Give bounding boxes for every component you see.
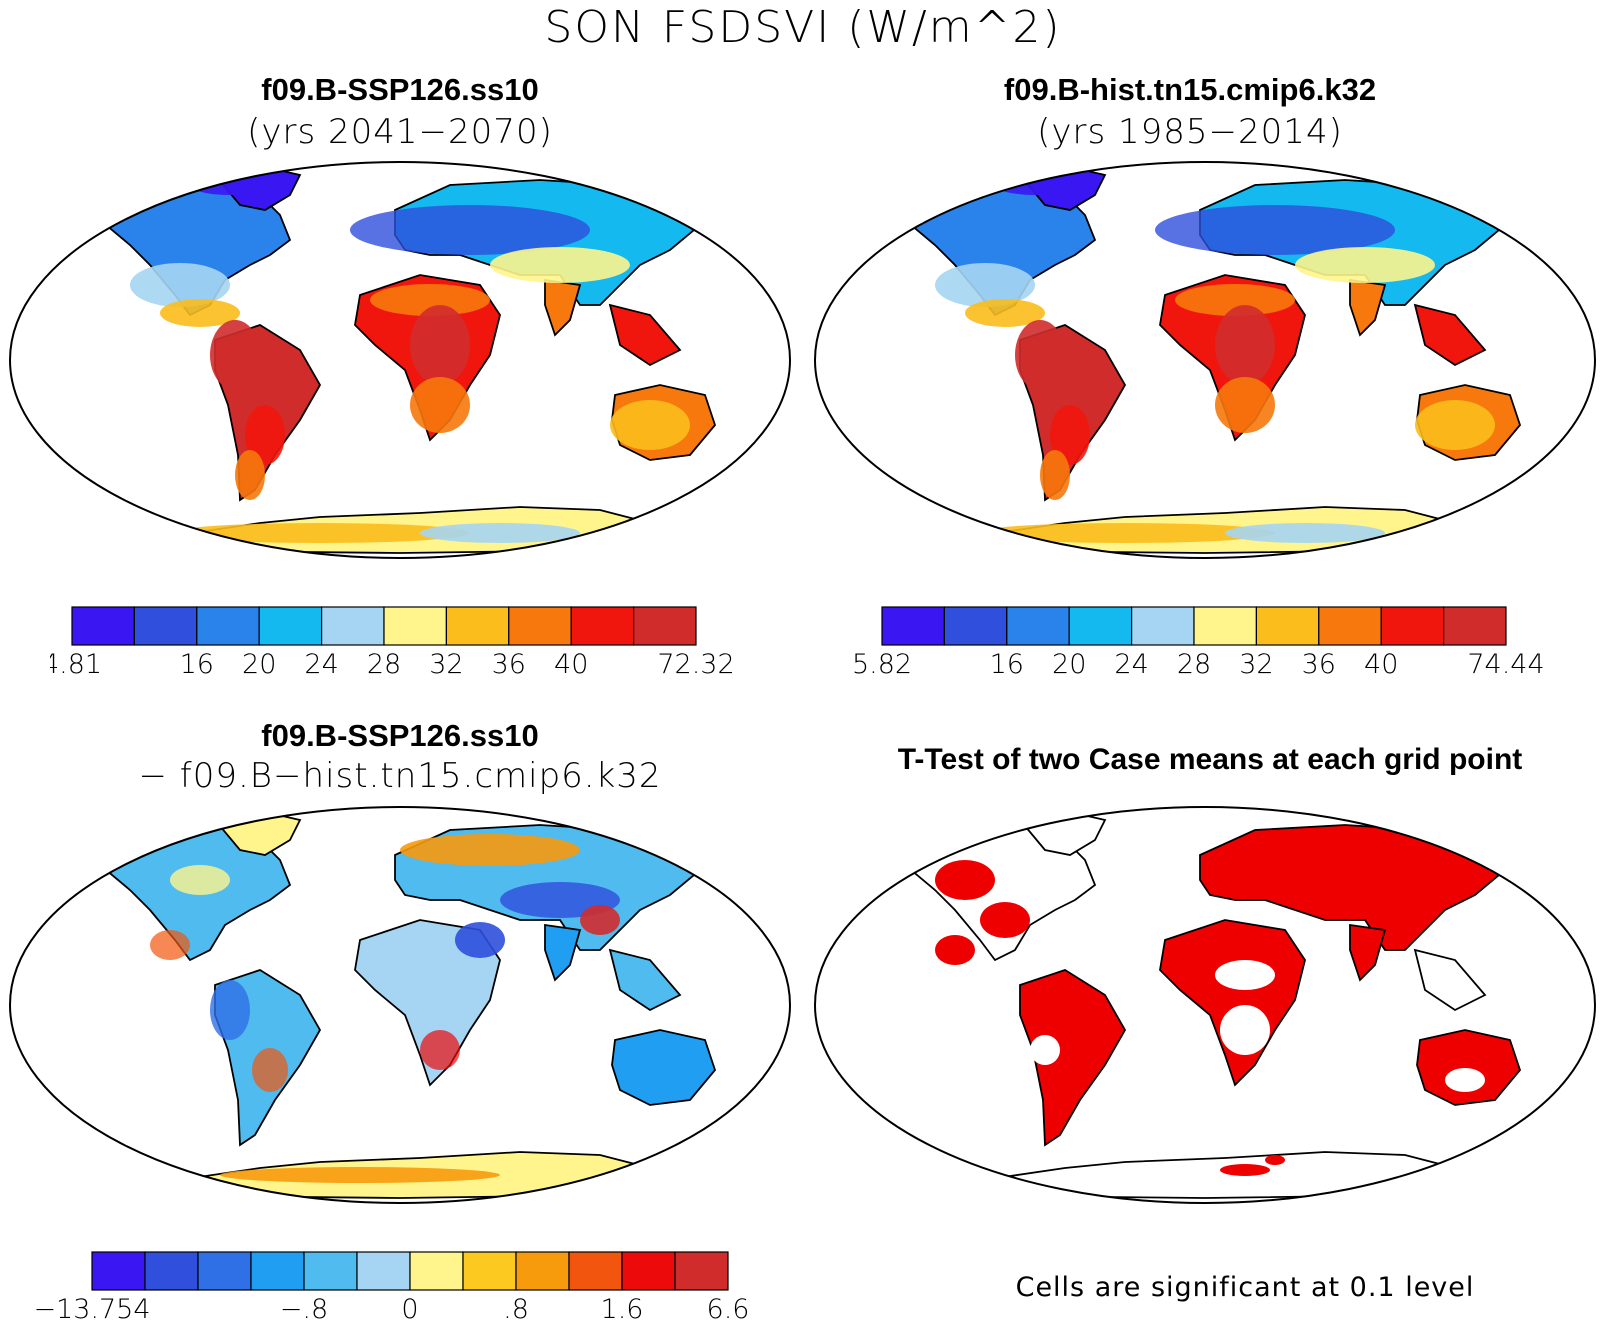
panel1-subtitle: (yrs 2041−2070) bbox=[247, 112, 553, 152]
antarctica-landmass bbox=[966, 1151, 1457, 1199]
colorbar-1: 4.81 16 20 24 28 32 36 40 72.32 bbox=[50, 606, 735, 680]
colorbar-swatch bbox=[144, 1251, 199, 1291]
colorbar-swatch bbox=[250, 1251, 305, 1291]
colorbar-tick-label: 16 bbox=[990, 649, 1024, 680]
southAmerica-landmass bbox=[1019, 969, 1127, 1147]
colorbar-3: −13.754 −.8 0 .8 1.6 6.6 bbox=[33, 1251, 750, 1323]
map-frame bbox=[814, 806, 1596, 1204]
colorbar-tick-label: 5.82 bbox=[852, 649, 912, 680]
colorbar-swatch bbox=[409, 1251, 464, 1291]
panel4-title: T-Test of two Case means at each grid po… bbox=[897, 743, 1523, 776]
colorbar-swatch bbox=[133, 606, 198, 646]
colorbar-swatch bbox=[1380, 606, 1445, 646]
colorbar-swatch bbox=[568, 1251, 623, 1291]
colorbar-tick-label: 0 bbox=[401, 1294, 418, 1323]
map-panel-3 bbox=[9, 806, 791, 1204]
colorbar-swatch bbox=[632, 606, 697, 646]
colorbar-swatch bbox=[196, 606, 260, 646]
colorbar-tick-label: 4.81 bbox=[50, 649, 102, 680]
colorbar-swatch bbox=[462, 1251, 517, 1291]
colorbar-tick-label: 24 bbox=[304, 649, 338, 680]
colorbar-swatch bbox=[621, 1251, 676, 1291]
colorbar-tick-label: 1.6 bbox=[601, 1294, 644, 1323]
panel1-title: f09.B-SSP126.ss10 bbox=[261, 72, 539, 107]
colorbar-tick-label: 28 bbox=[367, 649, 401, 680]
colorbar-tick-label: 40 bbox=[1364, 649, 1398, 680]
colorbar-tick-label: .8 bbox=[503, 1294, 529, 1323]
colorbar-swatch bbox=[1193, 606, 1258, 646]
map-panel-4 bbox=[814, 806, 1596, 1204]
colorbar-swatch bbox=[91, 1251, 146, 1291]
seAsia-landmass bbox=[1413, 948, 1487, 1012]
india-landmass bbox=[544, 278, 582, 337]
colorbar-swatch bbox=[508, 606, 572, 646]
colorbar-swatch bbox=[674, 1251, 729, 1291]
colorbar-swatch bbox=[383, 606, 448, 646]
colorbar-swatch bbox=[1131, 606, 1195, 646]
panel2-title: f09.B-hist.tn15.cmip6.k32 bbox=[1003, 72, 1377, 107]
colorbar-swatch bbox=[197, 1251, 252, 1291]
colorbar-tick-label: −.8 bbox=[280, 1294, 328, 1323]
colorbar-2: 5.82 16 20 24 28 32 36 40 74.44 bbox=[852, 606, 1545, 680]
colorbar-tick-label: 16 bbox=[180, 649, 214, 680]
colorbar-tick-label: 72.32 bbox=[657, 649, 734, 680]
colorbar-tick-label: −13.754 bbox=[33, 1294, 150, 1323]
colorbar-swatch bbox=[445, 606, 510, 646]
colorbar-tick-label: 32 bbox=[1239, 649, 1273, 680]
india-landmass bbox=[1349, 278, 1387, 337]
colorbar-tick-label: 28 bbox=[1177, 649, 1211, 680]
colorbar-swatch bbox=[570, 606, 635, 646]
colorbar-swatch bbox=[881, 606, 946, 646]
colorbar-swatch bbox=[71, 606, 136, 646]
map-frame bbox=[814, 161, 1596, 559]
map-panel-1 bbox=[9, 161, 791, 559]
colorbar-swatch bbox=[1442, 606, 1507, 646]
colorbar-tick-label: 20 bbox=[242, 649, 276, 680]
colorbar-tick-label: 74.44 bbox=[1467, 649, 1544, 680]
colorbar-swatch bbox=[943, 606, 1008, 646]
australia-landmass bbox=[1416, 1029, 1522, 1106]
colorbar-swatch bbox=[303, 1251, 358, 1291]
panel3-subtitle: − f09.B−hist.tn15.cmip6.k32 bbox=[138, 756, 662, 796]
colorbar-tick-label: 32 bbox=[429, 649, 463, 680]
india-landmass bbox=[544, 923, 582, 982]
colorbar-swatch bbox=[515, 1251, 570, 1291]
seAsia-landmass bbox=[608, 303, 682, 367]
colorbar-tick-label: 20 bbox=[1052, 649, 1086, 680]
colorbar-tick-label: 36 bbox=[492, 649, 526, 680]
colorbar-swatch bbox=[1255, 606, 1320, 646]
colorbar-swatch bbox=[1068, 606, 1133, 646]
map-frame bbox=[9, 161, 791, 559]
colorbar-tick-label: 40 bbox=[554, 649, 588, 680]
figure-title: SON FSDSVI (W/m^2) bbox=[544, 2, 1062, 53]
seAsia-landmass bbox=[1413, 303, 1487, 367]
map-frame bbox=[9, 806, 791, 1204]
colorbar-swatch bbox=[1318, 606, 1382, 646]
colorbar-swatch bbox=[1006, 606, 1070, 646]
colorbar-tick-label: 24 bbox=[1114, 649, 1148, 680]
panel2-subtitle: (yrs 1985−2014) bbox=[1037, 112, 1343, 152]
colorbar-swatch bbox=[356, 1251, 411, 1291]
panel3-title: f09.B-SSP126.ss10 bbox=[261, 718, 539, 753]
india-landmass bbox=[1349, 923, 1387, 982]
colorbar-tick-label: 6.6 bbox=[707, 1294, 750, 1323]
colorbar-swatch bbox=[321, 606, 385, 646]
significance-footnote: Cells are significant at 0.1 level bbox=[1015, 1272, 1475, 1303]
seAsia-landmass bbox=[608, 948, 682, 1012]
africa-landmass bbox=[1159, 919, 1306, 1087]
australia-landmass bbox=[611, 1029, 717, 1106]
colorbar-swatch bbox=[258, 606, 323, 646]
map-panel-2 bbox=[814, 161, 1596, 559]
colorbar-tick-label: 36 bbox=[1302, 649, 1336, 680]
